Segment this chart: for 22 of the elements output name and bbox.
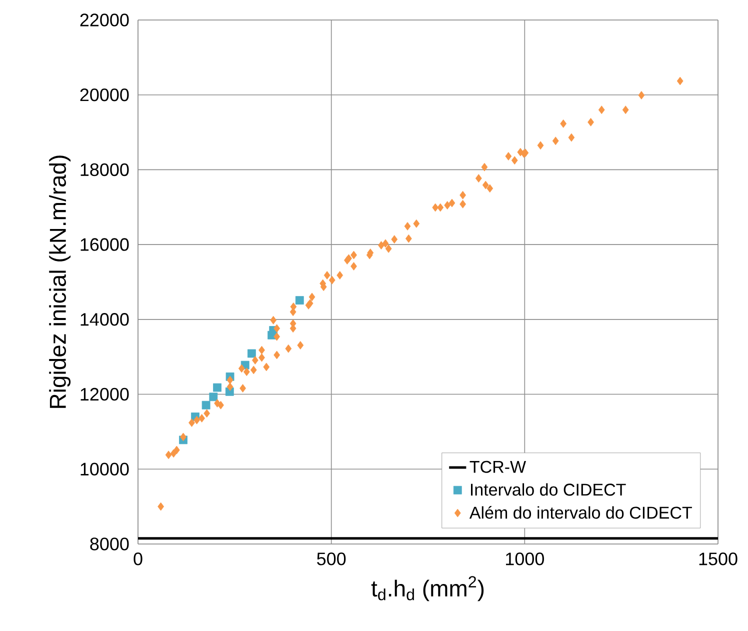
x-tick-label: 1000 [506,552,544,566]
x-tick-label: 0 [134,552,142,566]
y-tick-label: 8000 [90,538,129,550]
x-tick-label: 500 [317,552,346,566]
y-tick-label: 16000 [80,238,129,251]
point [202,400,210,410]
point [209,392,218,402]
y-tick-label: 18000 [80,163,129,176]
legend-label: Intervalo do CIDECT [470,483,626,496]
y-axis-title: Rigidez inicial (kN.m/rad) [49,156,71,408]
point [213,383,222,392]
y-tick-label: 20000 [80,88,129,102]
point [295,296,304,305]
y-tick-label: 14000 [80,313,129,326]
y-tick-label: 12000 [80,388,129,401]
y-tick-label: 10000 [80,462,129,476]
legend-label: TCR-W [470,460,526,473]
x-tick-label: 1500 [699,552,738,566]
x-axis-title: t$_{d}$.h$_{d}$ (mm$^{2}$) [371,576,484,602]
legend-label: Além do intervalo do CIDECT [469,506,692,519]
y-tick-label: 22000 [80,14,129,26]
point [247,349,256,358]
